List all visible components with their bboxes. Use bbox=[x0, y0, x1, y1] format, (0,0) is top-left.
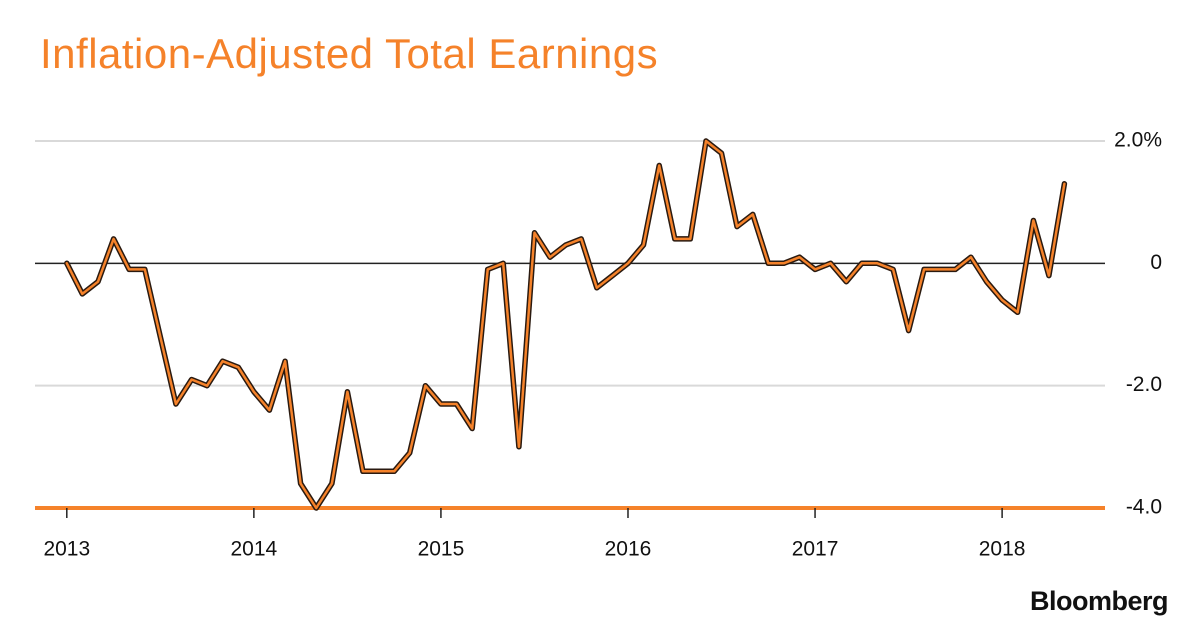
x-tick-label: 2018 bbox=[979, 538, 1026, 561]
source-logo: Bloomberg bbox=[1030, 586, 1168, 616]
x-tick-label: 2015 bbox=[418, 538, 465, 561]
x-tick-label: 2014 bbox=[231, 538, 278, 561]
line-outline bbox=[64, 138, 1068, 511]
y-tick-label: 0 bbox=[1150, 251, 1162, 274]
y-tick-label: -4.0 bbox=[1126, 496, 1162, 519]
line bbox=[65, 139, 1066, 510]
y-tick-label: -2.0 bbox=[1126, 373, 1162, 396]
y-tick-label: 2.0% bbox=[1114, 129, 1162, 152]
x-tick-label: 2017 bbox=[792, 538, 839, 561]
x-tick-label: 2016 bbox=[605, 538, 652, 561]
chart-title: Inflation-Adjusted Total Earnings bbox=[40, 30, 658, 77]
x-tick-label: 2013 bbox=[43, 538, 90, 561]
